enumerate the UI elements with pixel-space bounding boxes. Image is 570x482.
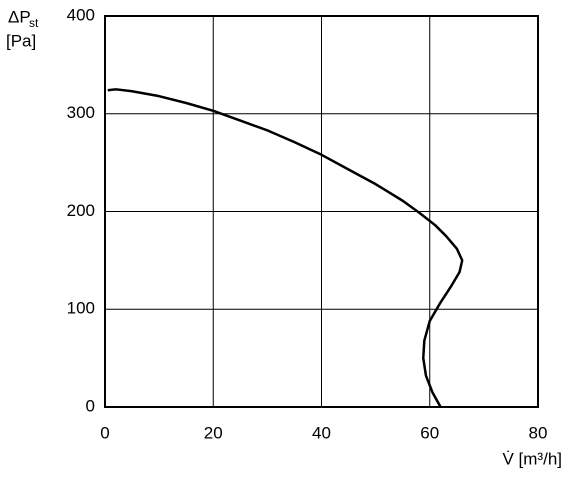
x-tick-label: 20: [204, 423, 223, 442]
y-tick-label: 200: [67, 201, 95, 220]
curve: [107, 88, 464, 408]
x-tick-label: 40: [312, 423, 331, 442]
y-tick-label: 0: [86, 396, 95, 415]
y-axis-unit: [Pa]: [6, 31, 36, 50]
x-tick-label: 60: [420, 423, 439, 442]
plot-frame: [104, 15, 539, 408]
y-tick-label: 400: [67, 5, 95, 24]
y-axis-label-subscript: st: [29, 16, 39, 30]
x-axis-label: V̇ [m³/h]: [502, 449, 562, 468]
y-axis-label: ΔP: [8, 7, 31, 26]
y-tick-label: 300: [67, 103, 95, 122]
x-tick-label: 80: [529, 423, 548, 442]
x-tick-label: 0: [100, 423, 109, 442]
y-tick-label: 100: [67, 299, 95, 318]
